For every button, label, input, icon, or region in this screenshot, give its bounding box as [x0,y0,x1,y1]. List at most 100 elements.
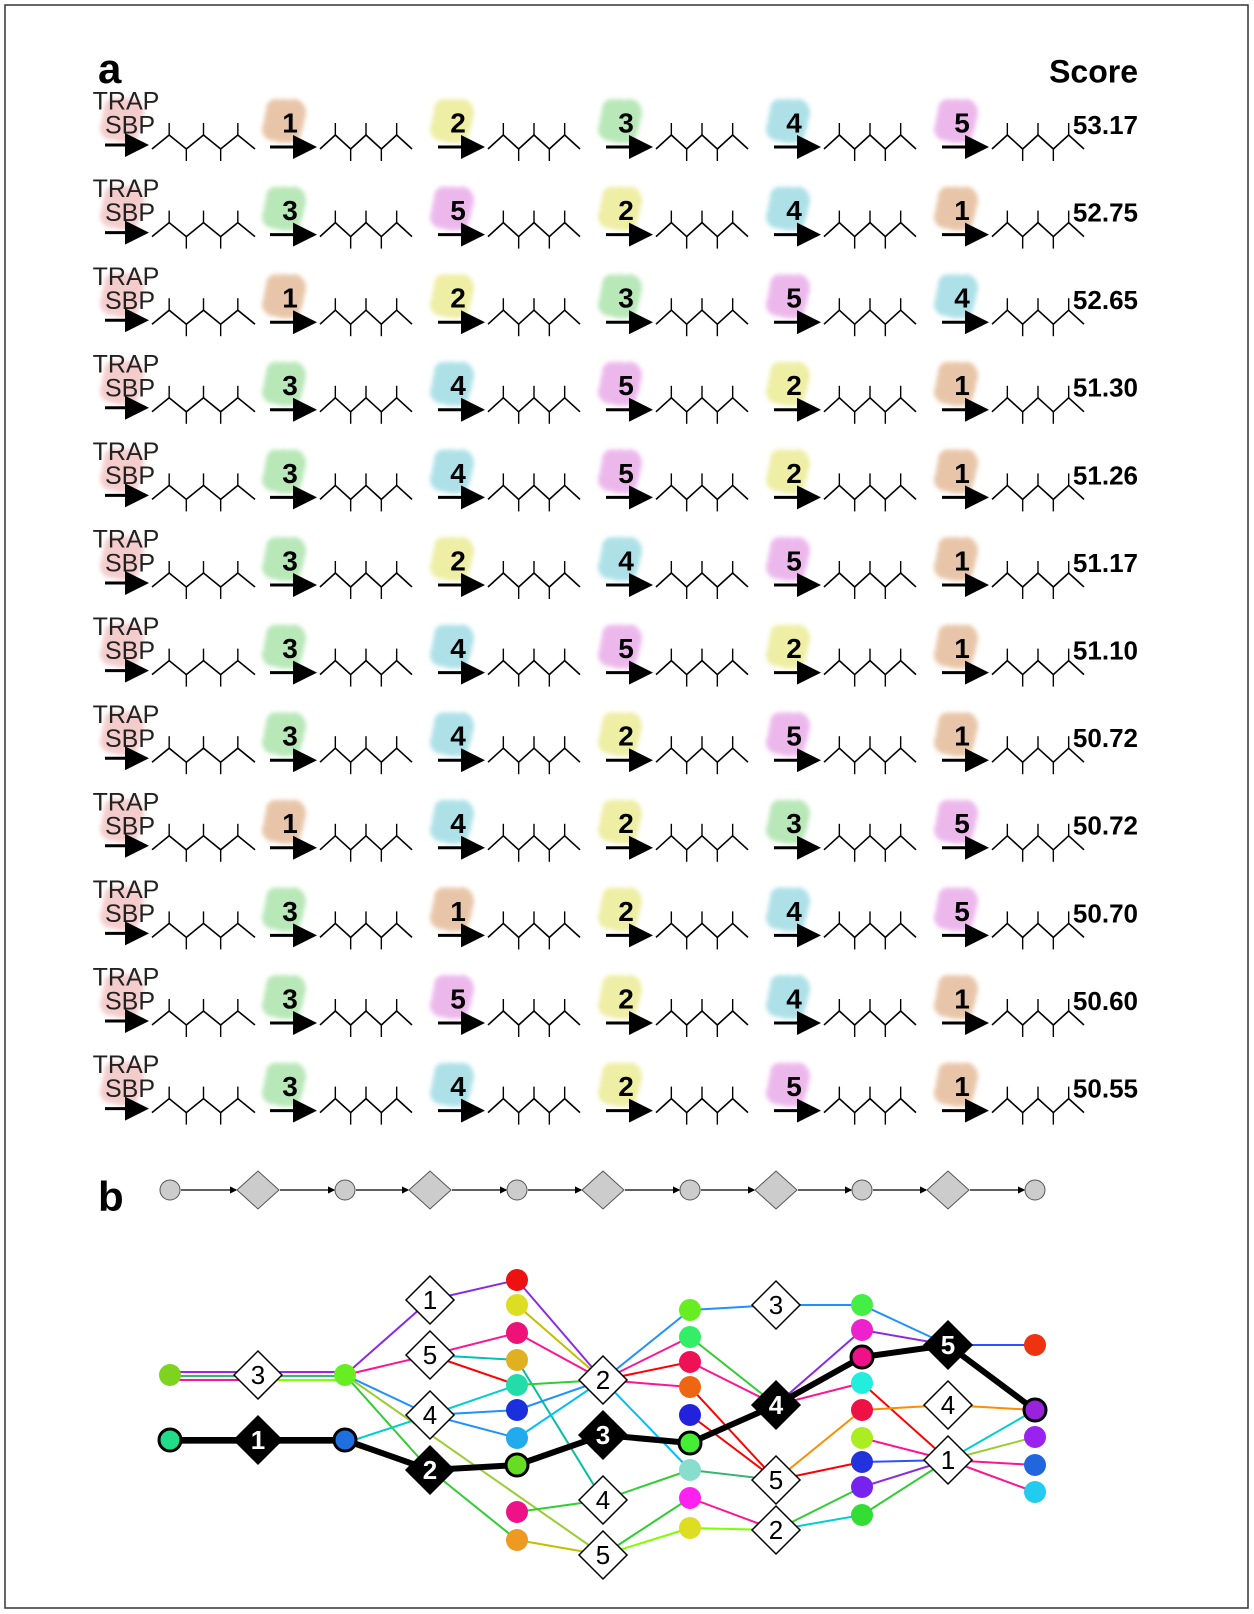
enzyme-number: 4 [450,808,466,839]
protein-lobe [282,624,306,653]
protein-lobe [770,274,790,295]
protein-lobe [954,449,978,478]
protein-lobe [954,537,978,565]
protein-lobe [618,186,642,215]
enzyme-number: 2 [786,370,802,401]
protein-lobe [120,711,144,740]
molecule-bond [991,834,1085,851]
protein-lobe [770,361,790,382]
protein-lobe [282,537,306,565]
protein-lobe [938,975,958,995]
protein [934,1062,978,1107]
protein-lobe [602,361,622,382]
protein [598,799,642,844]
protein-lobe [120,623,144,652]
molecule-bond [319,1009,413,1027]
molecule-bond [991,484,1085,501]
enzyme-node-label: 3 [769,1290,783,1320]
panel-label: b [98,1173,124,1220]
molecule-bond [991,309,1085,326]
protein-lobe [450,712,474,741]
protein-lobe [434,361,454,382]
protein [100,886,144,931]
protein-lobe [954,361,978,390]
protein-lobe [104,448,124,469]
molecule-bond [823,922,917,939]
protein-lobe [602,186,622,207]
protein-lobe [450,1062,474,1091]
enzyme-node [577,1354,629,1406]
protein-lobe [938,537,958,557]
compound-node [1024,1481,1046,1503]
enzyme-node [577,1529,629,1581]
molecule-bond [487,834,581,851]
compound-node [851,1451,873,1473]
protein-lobe [938,712,958,733]
enzyme-number: 1 [282,808,298,839]
molecule-bond [487,221,581,238]
molecule-bond [319,747,413,764]
schema-enzyme [408,1170,452,1210]
protein [262,537,306,581]
enzyme-number: 3 [282,1071,298,1102]
protein-lobe [450,537,474,565]
molecule-bond [823,747,917,764]
enzyme-number: 3 [618,107,634,138]
molecule-bond [151,571,256,589]
enzyme-number: 2 [618,896,634,927]
molecule-bond [823,834,917,851]
enzyme-number: 3 [282,195,298,226]
enzyme-number: 5 [618,458,634,489]
protein-lobe [104,798,124,819]
protein-lobe [450,274,474,303]
transporter-label: TRAP [93,526,160,554]
enzyme-number: 5 [786,545,802,576]
protein-lobe [938,799,958,820]
protein-lobe [282,799,306,828]
protein [100,448,144,493]
molecule-bond [151,484,256,501]
protein-lobe [786,975,810,1003]
compound-node [506,1294,528,1316]
protein-lobe [954,712,978,741]
enzyme-number: 3 [282,896,298,927]
compound-node [506,1529,528,1551]
protein-lobe [954,799,978,828]
transporter-label: SBP [105,462,155,490]
protein-lobe [786,799,810,828]
protein [262,624,306,669]
protein [934,99,978,143]
enzyme-number: 4 [450,458,466,489]
molecule-bond [823,571,917,589]
protein [934,887,978,932]
score: 50.72 [1073,811,1138,841]
enzyme-node [750,1454,802,1506]
enzyme-number: 1 [282,107,298,138]
protein [100,711,144,756]
enzyme-number: 5 [786,1071,802,1102]
enzyme-number: 1 [954,545,970,576]
enzyme-node-label: 1 [941,1445,955,1475]
protein [766,624,810,669]
protein-lobe [938,887,958,908]
compound-node [506,1399,528,1421]
enzyme-number: 2 [618,195,634,226]
schema-compound [679,1179,701,1201]
enzyme-number: 3 [618,283,634,314]
protein [766,186,810,231]
compound-node [851,1427,873,1449]
enzyme-node [232,1349,284,1401]
protein [766,361,810,406]
protein-lobe [450,624,474,653]
compound-node [679,1459,701,1481]
compound-node [851,1399,873,1421]
protein-lobe [954,1062,978,1091]
compound-node [504,1452,530,1478]
molecule-bond [319,922,413,939]
molecule-bond [655,922,749,939]
compound-node [506,1427,528,1449]
protein-lobe [602,799,622,820]
protein-lobe [602,624,622,645]
protein-lobe [770,537,790,557]
